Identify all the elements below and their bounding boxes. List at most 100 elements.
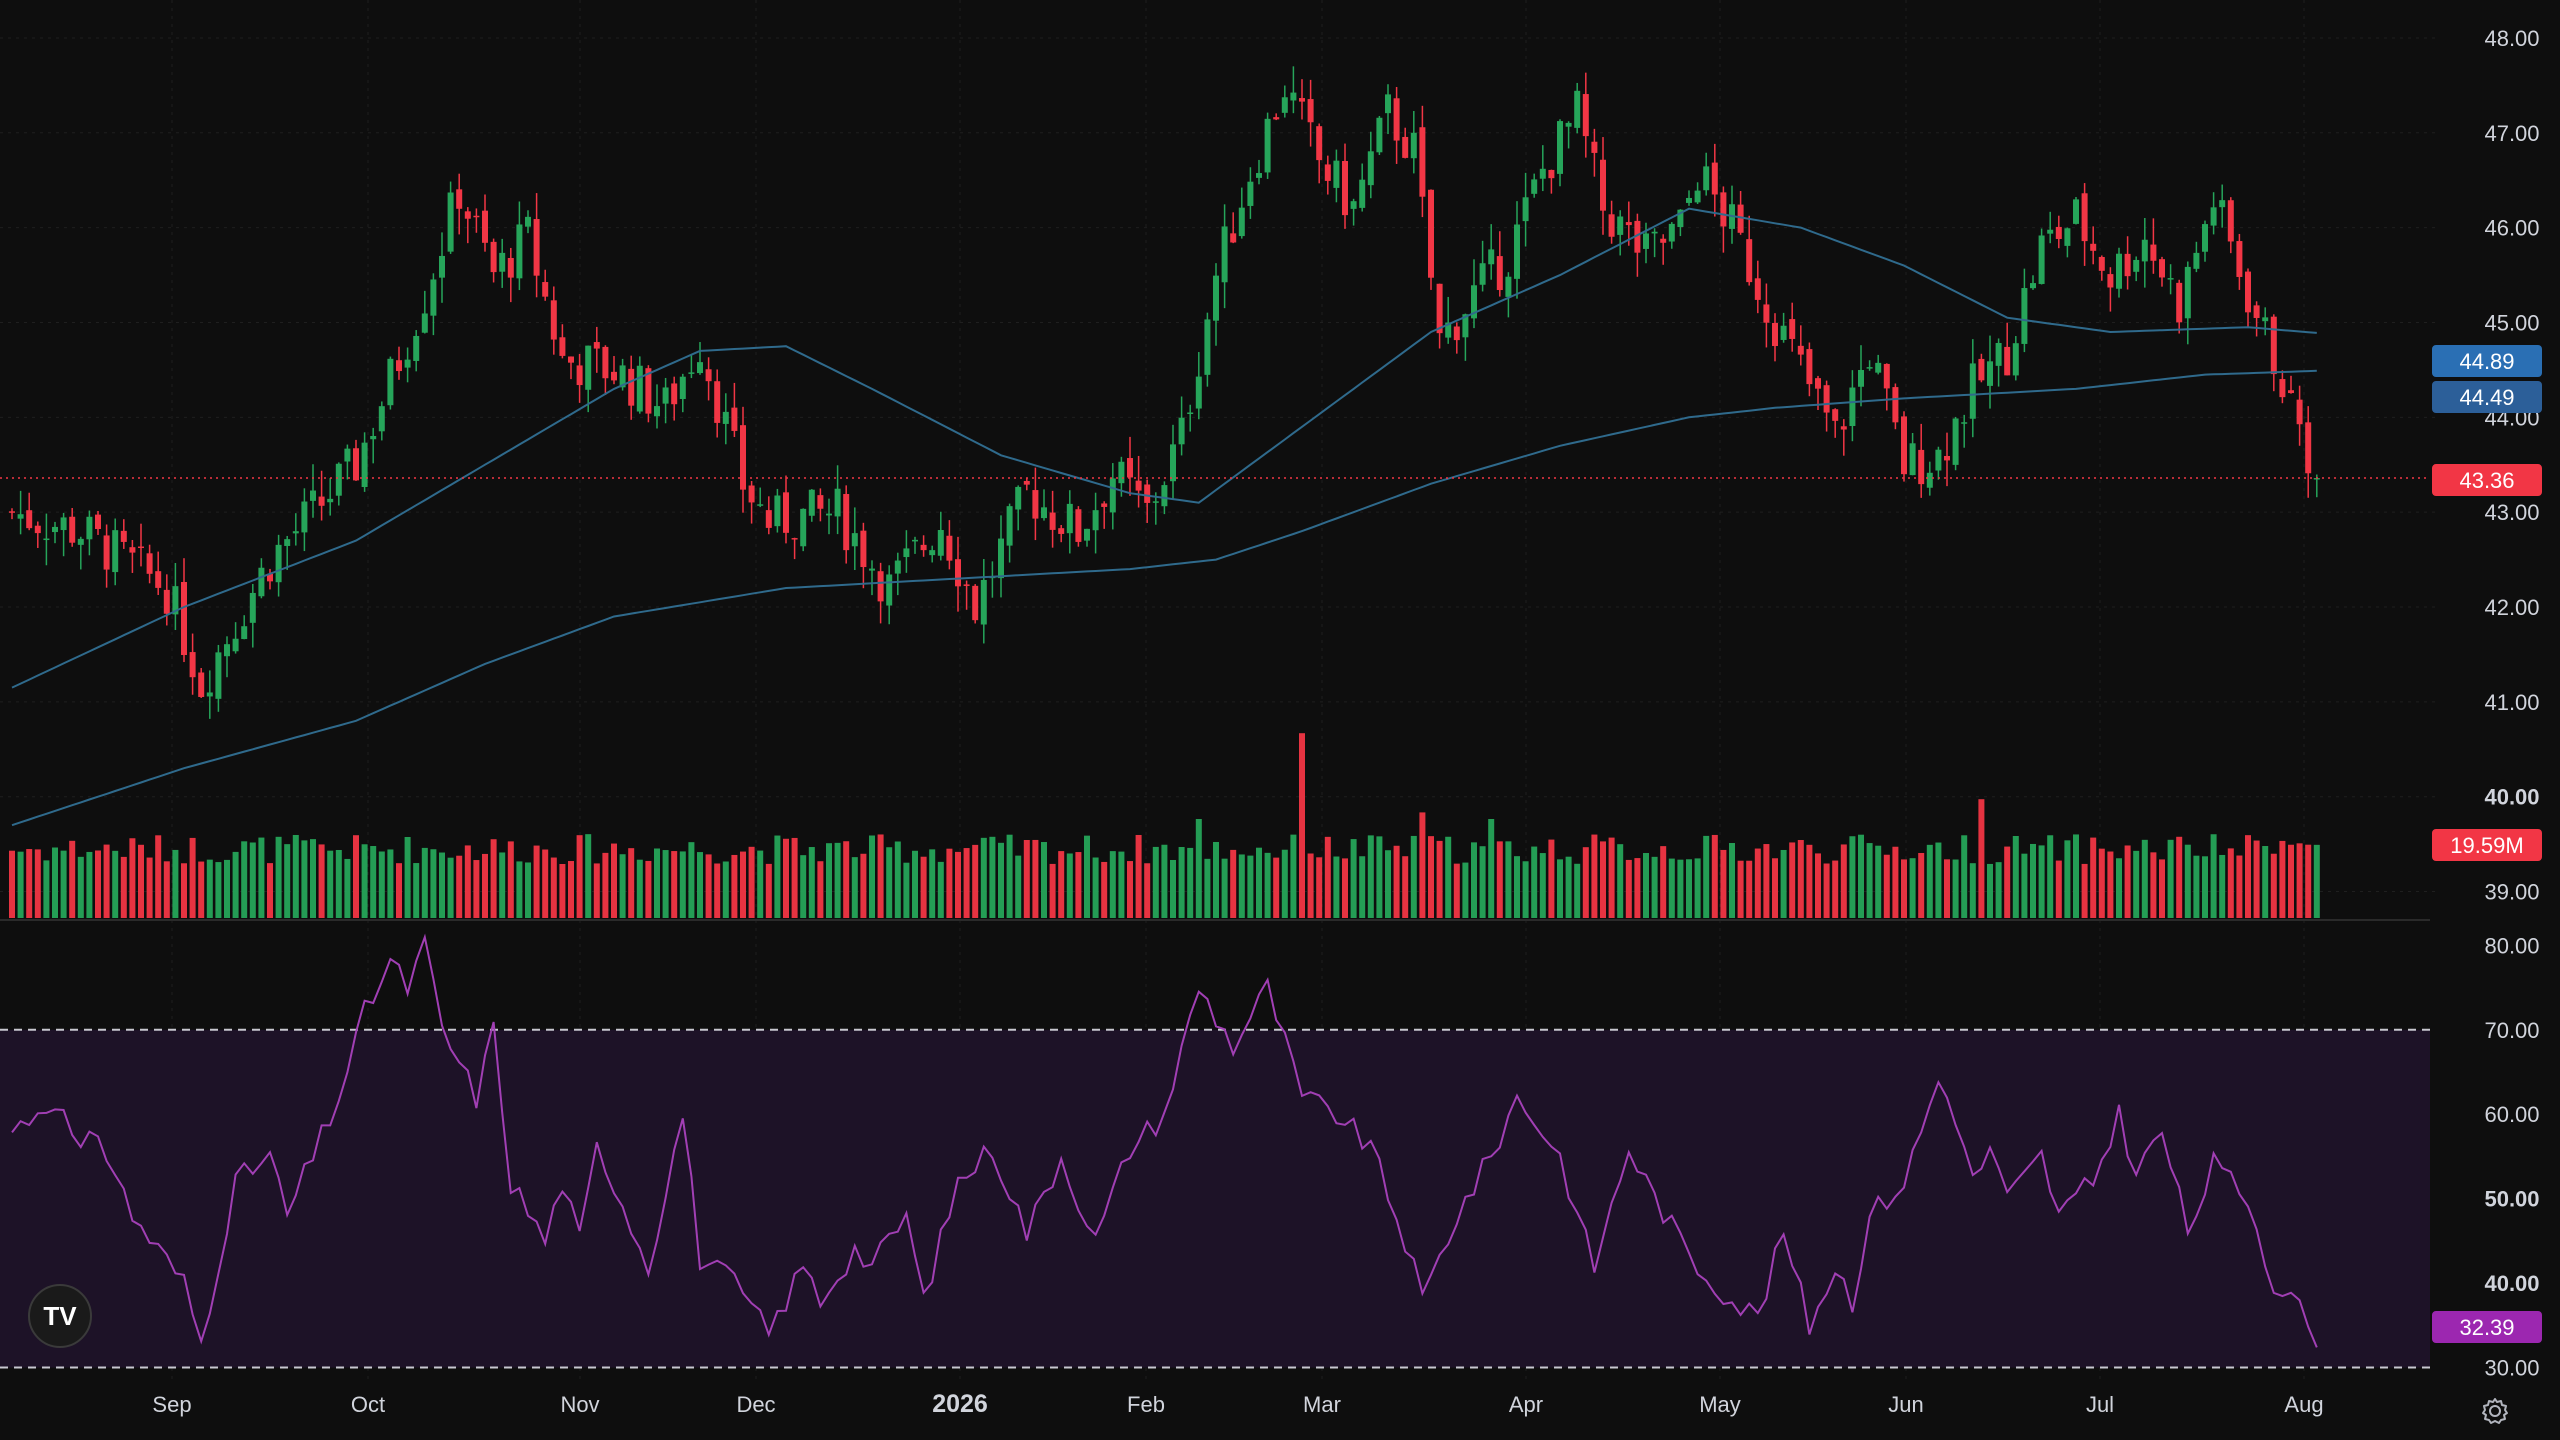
candle-body: [1531, 179, 1538, 194]
candle-body: [439, 255, 445, 278]
candle-body: [292, 531, 299, 534]
candle-body: [1875, 362, 1882, 373]
volume-bar: [34, 849, 41, 918]
volume-bar: [1118, 851, 1125, 918]
volume-bar: [2210, 834, 2217, 918]
volume-bar: [886, 847, 893, 918]
volume-bar: [499, 852, 506, 918]
candle-body: [1058, 528, 1065, 534]
volume-bar: [654, 848, 660, 918]
volume-bar: [2124, 845, 2131, 918]
candle-body: [2133, 259, 2140, 272]
volume-bar: [1350, 839, 1357, 918]
candle-body: [697, 362, 703, 374]
candle-body: [1127, 458, 1133, 478]
candle-body: [946, 535, 953, 561]
volume-bar: [1651, 856, 1658, 918]
volume-bar: [2150, 852, 2157, 918]
volume-bar: [413, 863, 420, 918]
candle-body: [43, 538, 50, 541]
candle-body: [249, 592, 256, 623]
volume-bar: [1797, 840, 1804, 918]
tradingview-logo[interactable]: TV: [28, 1284, 92, 1348]
candle-body: [267, 573, 273, 582]
candle-body: [1436, 283, 1443, 334]
candle-body: [1668, 223, 1675, 242]
volume-bar: [430, 849, 437, 918]
volume-bar: [731, 854, 738, 918]
candle-body: [1969, 363, 1976, 419]
volume-bar: [2270, 853, 2277, 918]
candle-body: [1935, 449, 1942, 471]
volume-bar: [671, 851, 678, 918]
candle-body: [327, 498, 334, 503]
price-axis[interactable]: 48.0047.0046.0045.0044.0043.0042.0041.00…: [2484, 26, 2539, 905]
time-tick-label: Feb: [1127, 1392, 1165, 1417]
candle-body: [2167, 278, 2174, 280]
volume-bar: [645, 860, 652, 918]
candle-body: [198, 672, 205, 697]
candle-body: [1625, 222, 1632, 226]
candle-body: [550, 300, 557, 340]
time-axis[interactable]: Sep Oct Nov Dec 2026 Feb Mar Apr May Jun Jul Aug: [152, 1390, 2323, 1418]
candle-body: [1178, 417, 1185, 445]
volume-bar: [757, 850, 764, 918]
volume-bar: [1961, 835, 1968, 918]
candle-body: [1772, 322, 1778, 347]
volume-bar: [843, 841, 850, 918]
rsi-tick-label: 60.00: [2484, 1102, 2539, 1127]
candle-body: [1978, 358, 1985, 381]
candle-body: [1204, 319, 1211, 375]
rsi-axis[interactable]: 80.00 70.00 60.00 50.00 40.00 30.00: [2484, 933, 2539, 1380]
volume-bar: [1178, 847, 1185, 918]
candle-body: [146, 553, 153, 574]
rsi-badge: 32.39: [2432, 1311, 2542, 1343]
candle-body: [1806, 349, 1813, 385]
candle-body: [628, 368, 635, 406]
candle-body: [232, 638, 239, 652]
volume-bar: [1901, 859, 1907, 918]
volume-bar: [568, 861, 574, 918]
volume-bar: [516, 861, 523, 918]
candle-body: [2159, 259, 2165, 278]
candle-body: [2150, 244, 2157, 261]
volume-bar: [292, 834, 299, 918]
volume-bar: [1299, 733, 1305, 918]
candle-body: [843, 493, 850, 551]
volume-bar: [1247, 855, 1254, 918]
volume-bar: [1170, 859, 1176, 918]
candle-body: [482, 210, 488, 243]
moving-averages: [11, 207, 2317, 827]
volume-bar: [1152, 846, 1159, 918]
volume-bar: [275, 836, 282, 918]
candle-body: [1677, 209, 1684, 228]
candle-body: [2030, 283, 2036, 289]
rsi-tick-label: 50.00: [2484, 1187, 2539, 1212]
volume-bar: [2012, 836, 2019, 918]
candle-body: [490, 241, 497, 273]
candle-body: [129, 547, 136, 553]
candle-body: [662, 387, 669, 404]
candle-body: [2090, 243, 2097, 251]
volume-bar: [662, 850, 669, 918]
volume-bar: [585, 834, 592, 918]
volume-bar: [1505, 841, 1512, 918]
gear-icon[interactable]: [2478, 1394, 2512, 1428]
candle-body: [1660, 238, 1667, 243]
candle-body: [783, 492, 789, 533]
candle-body: [2073, 199, 2079, 224]
volume-bar: [387, 849, 394, 918]
volume-bar: [1686, 859, 1692, 918]
candle-body: [722, 411, 729, 424]
volume-bar: [2253, 840, 2260, 918]
volume-bar: [1230, 849, 1237, 918]
candle-body: [1419, 127, 1426, 197]
candle-body: [1823, 385, 1830, 413]
candle-body: [654, 406, 660, 417]
candle-body: [1264, 118, 1271, 173]
volume-bar: [43, 860, 50, 918]
candle-body: [172, 586, 179, 615]
candle-body: [361, 442, 368, 487]
